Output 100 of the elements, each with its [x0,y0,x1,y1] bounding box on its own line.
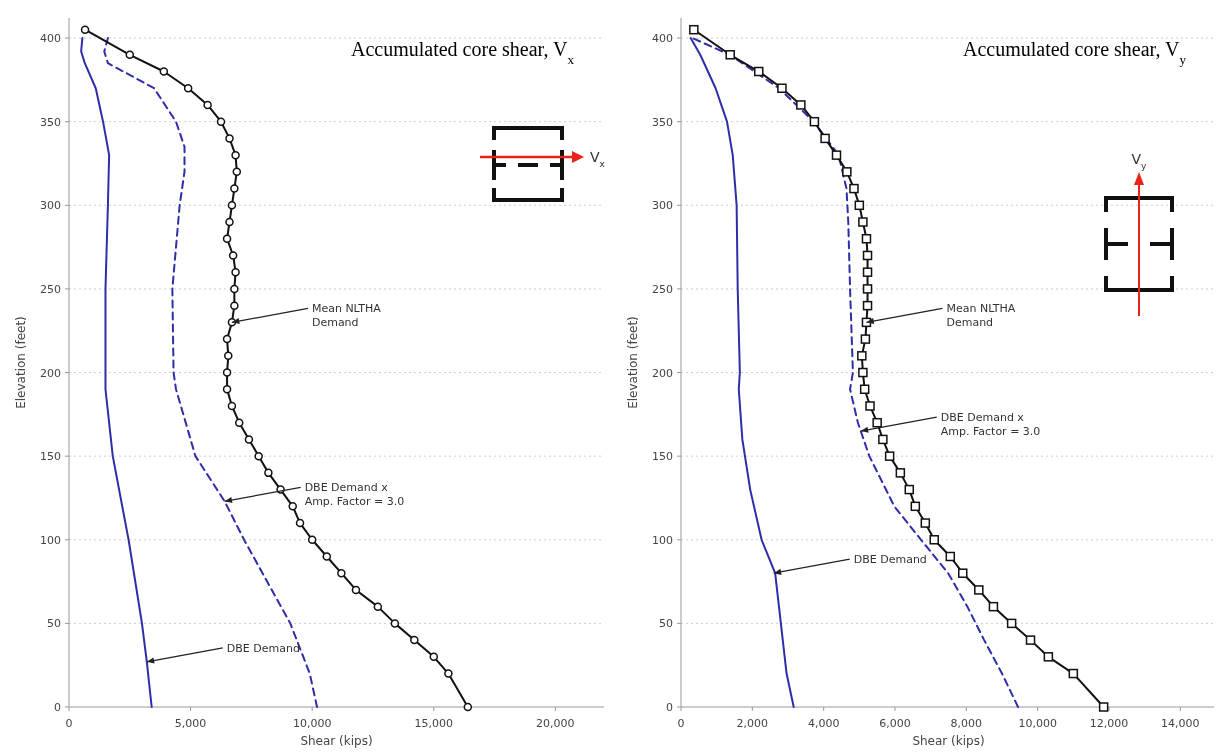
y-axis-title: Elevation (feet) [626,316,640,409]
point [820,133,830,144]
y-tick-label: 350 [40,115,61,129]
annotation: DBE Demand x Amp. Factor = 3.0 [304,481,405,509]
point [444,669,453,678]
point [254,451,263,461]
point [410,635,419,645]
y-tick-label: 350 [652,115,673,129]
y-tick-label: 250 [40,282,61,296]
y-tick-label: 100 [40,533,61,547]
y-tick-label: 200 [40,366,61,380]
point [183,83,193,93]
x-tick-label: 12,000 [1089,717,1129,730]
y-tick-label: 400 [652,32,673,46]
point [689,24,699,35]
point [1098,702,1109,712]
point [429,652,439,662]
y-tick-label: 300 [40,199,61,213]
point [224,351,233,361]
point [862,284,873,294]
point [222,234,232,243]
text: Accumulated core shear, V$_{x}$ [350,38,575,67]
point [860,334,871,344]
point [858,217,868,227]
x-tick-label: 15,000 [414,717,454,730]
point [1006,618,1017,629]
text: Accumulated core shear, V$_{y}$ [962,38,1187,67]
point [754,66,764,77]
point [373,602,383,611]
point [264,468,273,478]
point [234,418,244,427]
point [390,619,400,628]
y-tick-label: 0 [666,701,673,714]
point [854,200,865,211]
point [861,234,872,244]
point [222,334,232,344]
line-series [80,37,153,708]
x-tick-label: 10,000 [1018,717,1057,730]
point [351,585,361,595]
point [1043,652,1054,662]
y-tick-label: 400 [40,32,61,46]
x-tick-label: 8,000 [950,717,983,730]
point [322,552,332,561]
point [230,284,239,294]
point [920,518,931,528]
point [865,401,875,411]
point [862,267,873,277]
x-tick-label: 10,000 [292,717,332,730]
y-tick-label: 150 [40,450,61,464]
point [884,451,895,461]
annotation: DBE Demand x Amp. Factor = 3.0 [940,411,1041,439]
point [231,267,240,277]
point [244,435,254,444]
point [125,50,135,60]
point [230,184,239,193]
point [228,251,238,260]
point [929,535,939,545]
annotation: V$_{y}$ [1131,151,1148,171]
point [777,83,787,93]
point [295,518,305,528]
point [203,100,212,110]
point [725,50,735,60]
annotation: Mean NLTHA Demand [311,302,382,330]
y-axis-title: Elevation (feet) [14,316,28,409]
point [872,417,882,428]
point [945,551,956,562]
point [225,134,234,143]
point [80,25,90,34]
x-tick-label: 0 [65,717,73,730]
annotation: DBE Demand [853,553,927,567]
point [307,535,317,545]
x-tick-label: 6,000 [879,717,911,730]
annotation: Mean NLTHA Demand [946,302,1016,330]
point [796,100,806,110]
point [809,116,820,127]
point [216,117,226,126]
point [862,250,873,261]
point [288,502,297,511]
y-tick-label: 100 [652,533,673,547]
point [974,585,984,595]
point [1025,635,1036,645]
y-tick-label: 0 [54,701,61,714]
point [227,201,237,210]
point [230,301,239,310]
x-axis-title: Shear (kips) [912,734,985,748]
point [231,150,240,160]
point [849,183,859,194]
point [858,367,868,378]
y-tick-label: 300 [652,199,673,213]
point [958,568,968,578]
point [159,67,169,76]
point [1068,668,1079,679]
point [232,167,242,177]
point [222,368,232,377]
x-tick-label: 0 [677,717,685,730]
point [222,385,232,394]
annotation: V$_{x}$ [590,149,606,169]
point [862,300,873,311]
y-tick-label: 200 [652,366,673,380]
point [878,434,888,445]
